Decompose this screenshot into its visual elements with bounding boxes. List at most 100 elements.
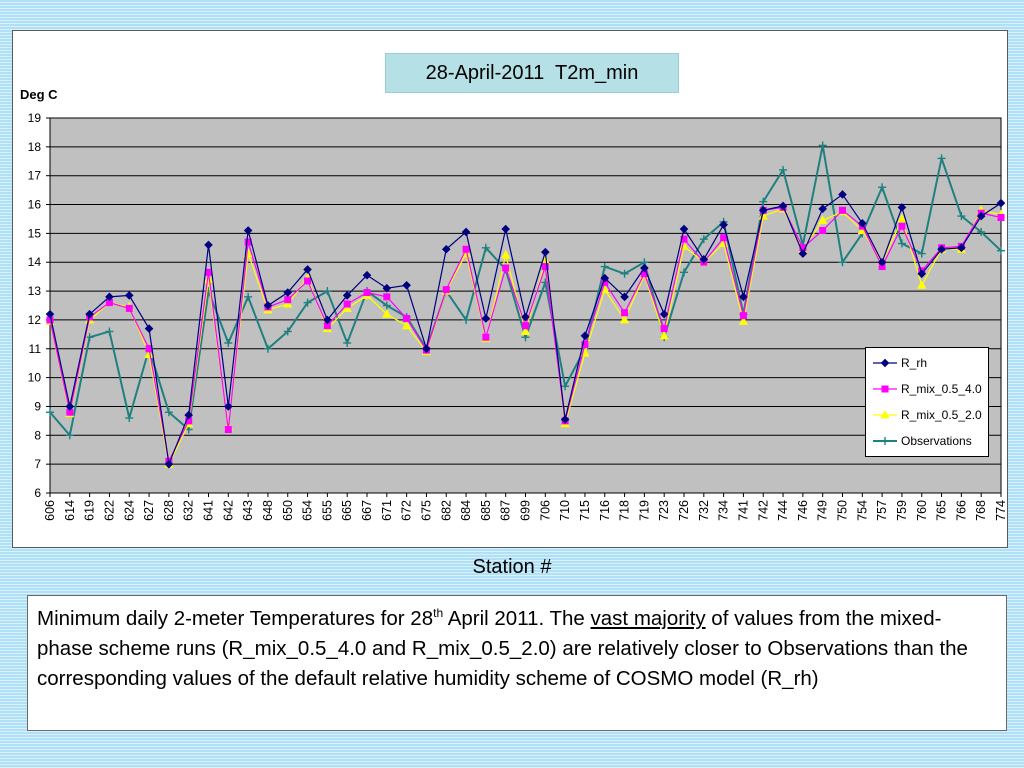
y-axis-label: Deg C [20, 87, 58, 102]
data-point-r-rh [263, 301, 273, 310]
data-point-r-rh [858, 218, 867, 228]
legend-swatch [873, 358, 897, 368]
data-point-r-rh [659, 309, 669, 319]
x-tick-label: 699 [519, 500, 533, 521]
data-point-r-mix-0-5-4-0 [819, 227, 827, 234]
data-point-r-rh [957, 243, 966, 253]
data-point-observations [600, 262, 609, 271]
data-point-r-rh [184, 410, 193, 420]
y-tick-label: 12 [28, 313, 42, 327]
data-point-r-mix-0-5-4-0 [442, 286, 450, 294]
data-point-r-rh [758, 206, 768, 215]
y-tick-label: 18 [28, 140, 42, 154]
data-point-r-rh [65, 402, 75, 411]
data-point-r-mix-0-5-4-0 [462, 245, 470, 253]
x-tick-label: 710 [558, 500, 572, 521]
data-point-r-rh [501, 224, 510, 234]
data-point-observations [105, 327, 114, 336]
data-point-r-rh [481, 314, 491, 323]
data-point-observations [462, 315, 471, 324]
data-point-r-mix-0-5-4-0 [997, 214, 1005, 222]
x-tick-label: 650 [281, 500, 295, 521]
data-point-r-mix-0-5-2-0 [501, 249, 511, 259]
data-point-observations [263, 344, 272, 353]
data-point-observations [699, 235, 708, 244]
data-point-r-rh [640, 263, 649, 273]
legend-swatch-marker [881, 385, 889, 393]
data-point-r-mix-0-5-2-0 [144, 349, 154, 359]
legend-swatch-marker [881, 437, 889, 445]
x-axis-label: Station # [472, 556, 552, 578]
data-point-r-rh [441, 244, 451, 254]
data-point-r-rh [283, 288, 293, 297]
data-point-observations [382, 301, 391, 310]
x-tick-label: 765 [935, 500, 949, 521]
legend-item-r-mix-0-5-4-0: R_mix_0.5_4.0 [872, 381, 988, 397]
x-tick-label: 732 [697, 500, 711, 521]
x-tick-label: 749 [816, 500, 830, 521]
x-tick-label: 759 [895, 500, 909, 521]
data-point-r-mix-0-5-2-0 [738, 316, 749, 325]
data-point-observations [481, 243, 490, 252]
y-tick-label: 13 [28, 284, 42, 298]
y-tick-label: 17 [28, 169, 42, 183]
x-tick-label: 685 [479, 500, 493, 521]
y-tick-label: 10 [28, 371, 42, 385]
x-tick-label: 744 [776, 500, 790, 521]
data-point-observations [561, 382, 570, 391]
data-point-r-mix-0-5-4-0 [482, 333, 490, 341]
x-tick-label: 757 [875, 500, 889, 521]
data-point-r-mix-0-5-4-0 [522, 322, 529, 330]
data-point-observations [878, 183, 887, 192]
x-tick-label: 622 [102, 500, 116, 521]
data-point-observations [897, 239, 906, 248]
data-point-r-rh [838, 190, 847, 199]
data-point-r-mix-0-5-4-0 [839, 206, 846, 214]
data-point-r-mix-0-5-4-0 [739, 312, 747, 320]
data-point-r-mix-0-5-4-0 [383, 293, 391, 301]
data-point-r-mix-0-5-2-0 [659, 330, 669, 340]
data-point-r-rh [739, 292, 748, 302]
legend-label: R_rh [901, 356, 928, 370]
data-point-r-rh [303, 265, 312, 274]
legend-item-observations: Observations [872, 433, 988, 449]
data-point-observations [343, 339, 352, 347]
chart-frame: 6 7 8 9 10 11 12 13 14 15 16 17 18 19 606 614 619 622 624 6… [12, 30, 1008, 548]
data-point-r-mix-0-5-4-0 [660, 325, 668, 333]
legend-swatch-marker [880, 358, 890, 368]
data-point-observations [85, 333, 94, 342]
y-tick-label: 11 [29, 342, 42, 356]
x-tick-label: 684 [459, 500, 473, 521]
legend-swatch [873, 437, 897, 445]
x-tick-label: 667 [360, 500, 374, 521]
legend-swatch-marker [880, 409, 890, 419]
x-tick-label: 641 [202, 500, 216, 521]
data-point-observations [65, 431, 74, 440]
chart-title: 28-April-2011 T2m_min [385, 53, 679, 93]
x-tick-label: 655 [320, 500, 334, 521]
data-point-r-rh [778, 201, 788, 211]
data-point-r-mix-0-5-4-0 [720, 234, 728, 242]
x-tick-label: 682 [439, 500, 453, 521]
data-point-r-rh [877, 257, 887, 267]
data-point-r-mix-0-5-4-0 [284, 296, 292, 304]
legend-item-r-rh: R_rh [872, 355, 988, 371]
data-point-r-rh [224, 402, 233, 411]
data-point-r-rh [818, 204, 827, 214]
data-point-r-rh [560, 415, 570, 424]
data-point-r-rh [422, 344, 431, 354]
caption-part-2: April 2011. The [443, 607, 591, 630]
data-point-r-mix-0-5-2-0 [342, 303, 352, 312]
data-point-r-rh [402, 281, 411, 290]
data-point-r-rh [897, 203, 907, 212]
data-point-r-mix-0-5-4-0 [363, 289, 371, 297]
data-point-r-mix-0-5-4-0 [502, 264, 510, 272]
data-point-r-rh [362, 270, 372, 280]
data-point-r-rh [164, 459, 174, 469]
data-point-r-mix-0-5-2-0 [917, 280, 927, 289]
x-tick-label: 687 [499, 500, 513, 521]
legend-label: R_mix_0.5_4.0 [901, 382, 982, 396]
data-point-r-mix-0-5-2-0 [203, 274, 214, 284]
data-point-r-rh [541, 247, 550, 257]
data-point-r-rh [620, 292, 629, 302]
